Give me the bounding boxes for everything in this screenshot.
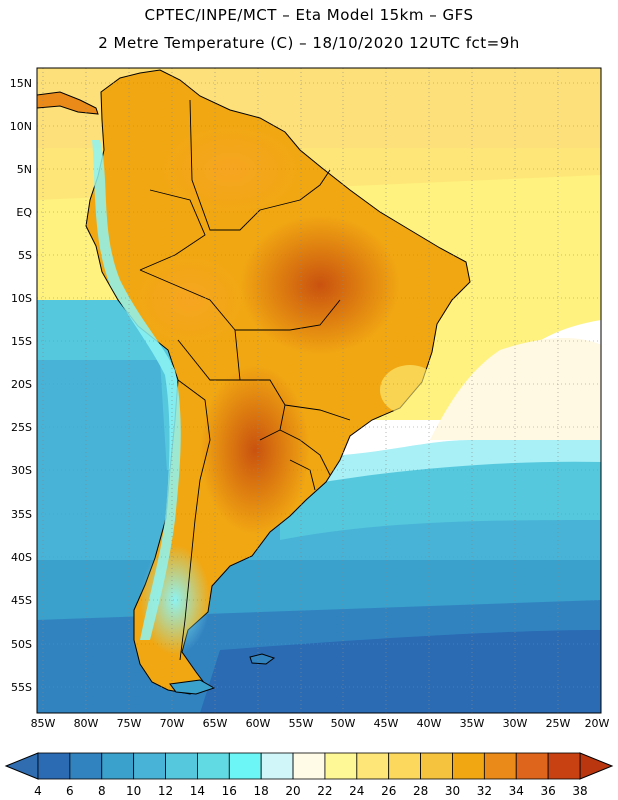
color-legend: 4 6 8 10 12 14 16 18 20 22 24 26 28 30 32 34 36 38 xyxy=(4,752,614,798)
legend-swatch xyxy=(324,752,358,780)
andes-cool-strip xyxy=(92,140,181,640)
legend-swatch xyxy=(260,752,294,780)
legend-label: 16 xyxy=(222,784,237,798)
legend-swatch xyxy=(547,752,581,780)
warm-zone-north xyxy=(160,125,300,215)
lat-label: 10S xyxy=(11,292,32,305)
legend-label: 26 xyxy=(381,784,396,798)
legend-swatch xyxy=(37,752,71,780)
heat-core-chaco xyxy=(200,365,310,535)
longitude-axis: 85W 80W 75W 70W 65W 60W 55W 50W 45W 40W … xyxy=(31,717,610,730)
lon-label: 65W xyxy=(203,717,228,730)
lat-label: 5N xyxy=(17,163,32,176)
map-title: CPTEC/INPE/MCT – Eta Model 15km – GFS xyxy=(144,6,474,24)
lon-label: 70W xyxy=(160,717,185,730)
legend-label: 34 xyxy=(509,784,524,798)
legend-label: 10 xyxy=(126,784,141,798)
lat-label: 55S xyxy=(11,681,32,694)
map-frame xyxy=(36,67,602,714)
legend-swatch xyxy=(483,752,517,780)
lon-label: 35W xyxy=(460,717,485,730)
legend-low-arrow xyxy=(4,752,39,780)
legend-high-arrow xyxy=(579,752,614,780)
lat-label: 40S xyxy=(11,551,32,564)
legend-label: 12 xyxy=(158,784,173,798)
lat-label: 15N xyxy=(10,77,32,90)
lat-label: 25S xyxy=(11,421,32,434)
legend-label: 36 xyxy=(540,784,555,798)
legend-swatch xyxy=(101,752,135,780)
patagonia-cool xyxy=(140,545,210,655)
lat-label: 10N xyxy=(10,120,32,133)
legend-swatch xyxy=(356,752,390,780)
lat-label: 20S xyxy=(11,378,32,391)
legend-swatch xyxy=(388,752,421,780)
map-subtitle: 2 Metre Temperature (C) – 18/10/2020 12U… xyxy=(98,34,520,52)
legend-label: 38 xyxy=(572,784,587,798)
legend-label: 14 xyxy=(190,784,205,798)
legend-label: 18 xyxy=(254,784,269,798)
legend-swatch xyxy=(452,752,485,780)
southeast-coast-mild xyxy=(380,365,440,415)
warm-zone-west xyxy=(135,255,245,345)
legend-label: 20 xyxy=(285,784,300,798)
lon-label: 40W xyxy=(417,717,442,730)
lon-label: 80W xyxy=(74,717,99,730)
central-america-landmass xyxy=(37,91,99,115)
country-borders xyxy=(139,99,351,661)
legend-swatch xyxy=(515,752,549,780)
lon-label: 50W xyxy=(331,717,356,730)
legend-swatch xyxy=(292,752,326,780)
south-band-6 xyxy=(200,630,601,713)
latitude-axis: 15N 10N 5N EQ 5S 10S 15S 20S 25S 30S 35S… xyxy=(10,77,33,694)
lon-label: 30W xyxy=(503,717,528,730)
lat-label: 45S xyxy=(11,594,32,607)
lon-label: 60W xyxy=(246,717,271,730)
lat-label: 30S xyxy=(11,464,32,477)
lon-label: 55W xyxy=(289,717,314,730)
tierra-del-fuego xyxy=(169,679,216,695)
legend-label: 32 xyxy=(477,784,492,798)
lon-label: 75W xyxy=(117,717,142,730)
ocean-band-22 xyxy=(430,338,601,440)
legend-swatch xyxy=(165,752,198,780)
legend-label: 28 xyxy=(413,784,428,798)
legend-label: 30 xyxy=(445,784,460,798)
falkland-islands xyxy=(249,653,276,665)
lon-label: 25W xyxy=(546,717,571,730)
atlantic-band-14 xyxy=(280,461,601,540)
lon-label: 45W xyxy=(374,717,399,730)
map-panel xyxy=(37,68,601,713)
legend-swatch xyxy=(420,752,453,780)
legend-label: 4 xyxy=(34,784,42,798)
lat-label: 5S xyxy=(18,249,32,262)
legend-swatch xyxy=(69,752,103,780)
legend-swatch xyxy=(197,752,230,780)
legend-label: 24 xyxy=(349,784,364,798)
lon-label: 85W xyxy=(31,717,56,730)
lat-label: EQ xyxy=(16,206,32,219)
heat-core-amazon xyxy=(240,215,400,355)
legend-label: 8 xyxy=(98,784,106,798)
legend-label: 6 xyxy=(66,784,74,798)
lat-label: 35S xyxy=(11,508,32,521)
lat-label: 50S xyxy=(11,638,32,651)
legend-swatch xyxy=(228,752,262,780)
legend-label: 22 xyxy=(317,784,332,798)
lon-label: 20W xyxy=(585,717,610,730)
lat-label: 15S xyxy=(11,335,32,348)
legend-swatch xyxy=(133,752,166,780)
